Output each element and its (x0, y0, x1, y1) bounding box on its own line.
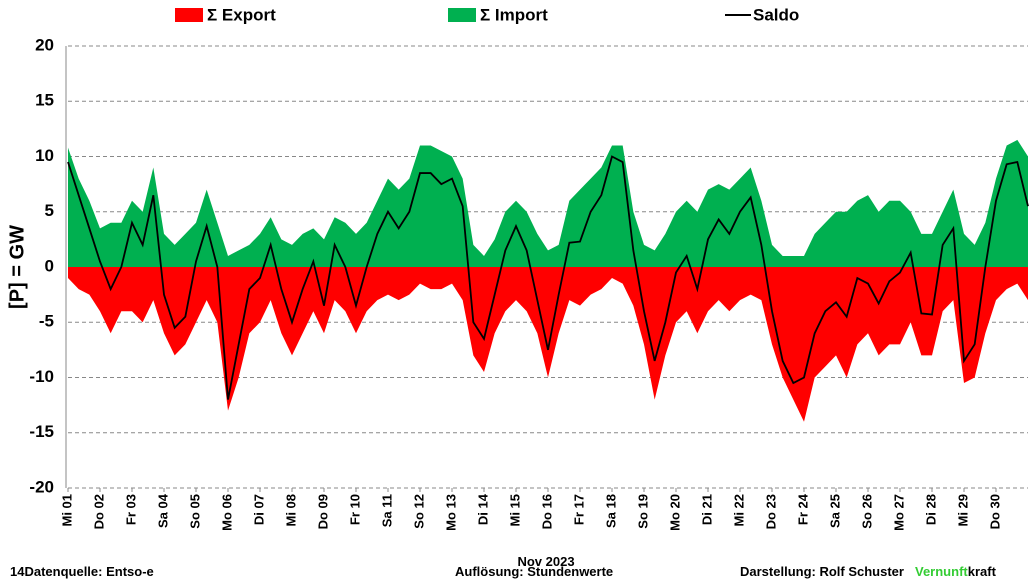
y-tick-label: 0 (45, 256, 54, 275)
x-tick-label: Sa 04 (155, 493, 170, 528)
x-tick-label: Mi 01 (59, 494, 74, 527)
brand-part: Vernunft (915, 564, 968, 579)
y-tick-label: 10 (35, 146, 54, 165)
x-tick-label: So 26 (859, 494, 874, 529)
legend-swatch (175, 8, 203, 22)
area (68, 267, 1028, 422)
x-tick-label: Do 02 (91, 494, 106, 529)
x-tick-label: Sa 18 (603, 494, 618, 528)
x-tick-label: Do 30 (987, 494, 1002, 529)
x-tick-label: Do 16 (539, 494, 554, 529)
x-tick-label: Mi 15 (507, 494, 522, 527)
x-tick-label: Sa 11 (379, 494, 394, 527)
x-tick-label: Mo 13 (443, 494, 458, 531)
x-tick-label: Fr 17 (571, 494, 586, 525)
x-tick-label: Do 09 (315, 494, 330, 529)
legend-swatch (448, 8, 476, 22)
y-tick-label: -15 (29, 422, 54, 441)
x-tick-label: Mo 27 (891, 494, 906, 531)
legend-label: Saldo (753, 5, 799, 24)
x-tick-label: So 05 (187, 494, 202, 529)
brand: Vernunftkraft (915, 564, 997, 579)
x-tick-label: Fr 10 (347, 494, 362, 525)
author: Darstellung: Rolf Schuster (740, 564, 904, 579)
y-axis-label: [P] = GW (6, 225, 28, 309)
x-axis-label: Nov 2023 (517, 554, 574, 569)
y-tick-label: -10 (29, 367, 54, 386)
y-tick-label: -5 (39, 312, 54, 331)
area (68, 139, 1028, 267)
x-tick-label: Do 23 (763, 494, 778, 529)
x-tick-label: Mo 20 (667, 494, 682, 531)
x-tick-label: Di 14 (475, 493, 490, 525)
x-tick-label: So 19 (635, 494, 650, 529)
legend-label: Σ Export (207, 5, 276, 24)
resolution: Auflösung: Stundenwerte (455, 564, 613, 579)
x-tick-label: Mi 22 (731, 494, 746, 527)
x-tick-label: Fr 03 (123, 494, 138, 525)
legend-label: Σ Import (480, 5, 548, 24)
x-tick-label: So 12 (411, 494, 426, 529)
x-tick-label: Di 21 (699, 494, 714, 525)
x-tick-label: Di 28 (923, 494, 938, 525)
y-tick-label: 5 (45, 201, 54, 220)
y-tick-label: 20 (35, 35, 54, 54)
x-tick-label: Di 07 (251, 494, 266, 525)
x-tick-label: Mo 06 (219, 494, 234, 531)
y-tick-label: -20 (29, 477, 54, 496)
x-tick-label: Sa 25 (827, 494, 842, 528)
brand-part: kraft (968, 564, 997, 579)
x-tick-label: Mi 29 (955, 494, 970, 527)
source: 14Datenquelle: Entso-e (10, 564, 154, 579)
y-tick-label: 15 (35, 91, 54, 110)
x-tick-label: Mi 08 (283, 494, 298, 527)
line (67, 155, 1029, 400)
x-tick-label: Fr 24 (795, 493, 810, 525)
